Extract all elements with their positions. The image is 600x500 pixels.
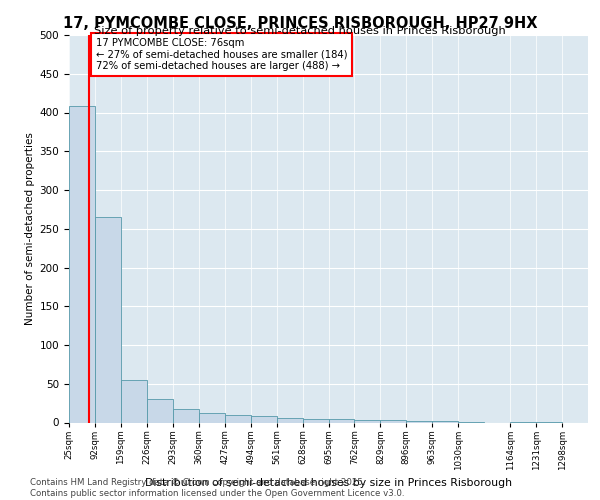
Bar (69, 106, 95, 422)
Bar (277, 418, 302, 422)
Bar (433, 421, 458, 422)
Bar (95, 217, 121, 422)
X-axis label: Distribution of semi-detached houses by size in Princes Risborough: Distribution of semi-detached houses by … (145, 478, 512, 488)
Bar (147, 399, 173, 422)
Bar (225, 415, 251, 422)
Bar (329, 420, 355, 422)
Bar (251, 416, 277, 422)
Y-axis label: Number of semi-detached properties: Number of semi-detached properties (25, 132, 35, 325)
Bar (173, 408, 199, 422)
Text: Size of property relative to semi-detached houses in Princes Risborough: Size of property relative to semi-detach… (94, 26, 506, 36)
Text: 17 PYMCOMBE CLOSE: 76sqm
← 27% of semi-detached houses are smaller (184)
72% of : 17 PYMCOMBE CLOSE: 76sqm ← 27% of semi-d… (96, 38, 347, 72)
Bar (121, 380, 147, 422)
Text: Contains HM Land Registry data © Crown copyright and database right 2025.
Contai: Contains HM Land Registry data © Crown c… (30, 478, 404, 498)
Bar (302, 418, 329, 422)
Text: 17, PYMCOMBE CLOSE, PRINCES RISBOROUGH, HP27 9HX: 17, PYMCOMBE CLOSE, PRINCES RISBOROUGH, … (63, 16, 537, 31)
Bar (355, 420, 380, 422)
Bar (199, 413, 224, 422)
Bar (406, 421, 432, 422)
Bar (380, 420, 406, 422)
